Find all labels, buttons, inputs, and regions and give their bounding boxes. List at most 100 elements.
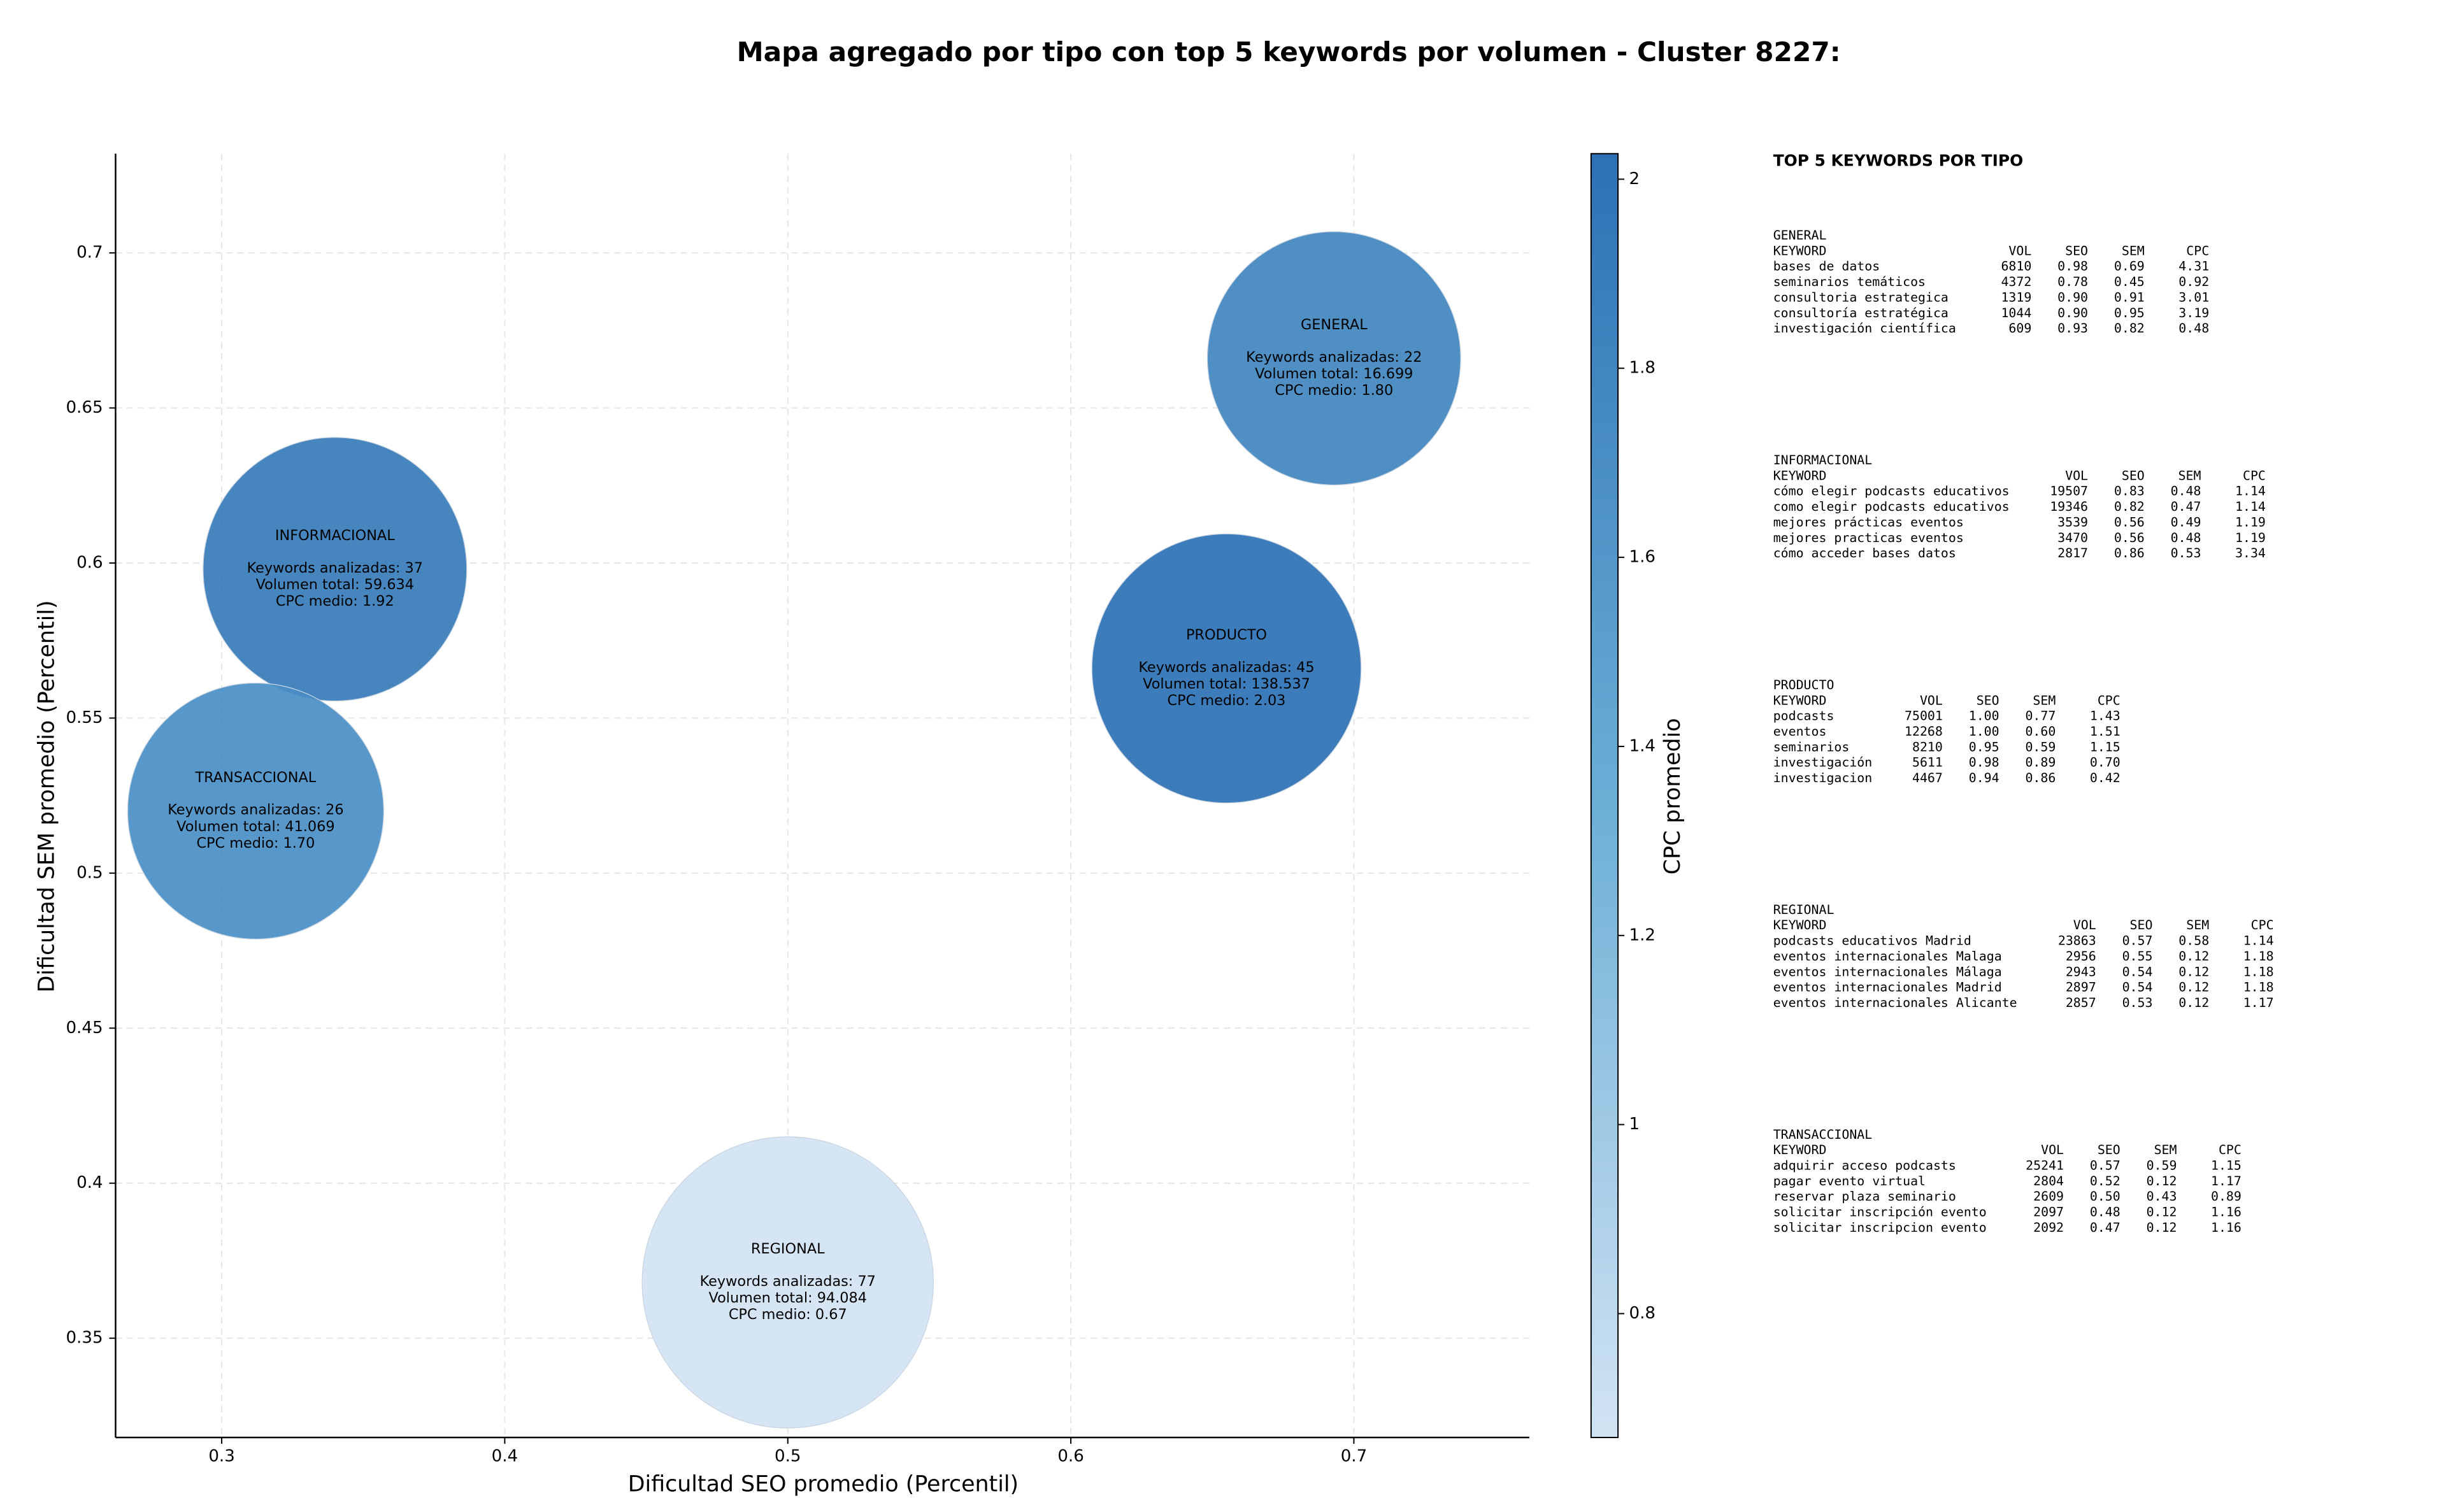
bubble-annotation: Volumen total: 138.537 <box>1143 676 1310 692</box>
value-cell: 0.50 <box>2090 1189 2121 1204</box>
keyword-cell: pagar evento virtual <box>1773 1174 1926 1188</box>
column-header: VOL <box>1920 693 1943 708</box>
y-tick-label: 0.4 <box>76 1173 103 1192</box>
value-cell: 0.58 <box>2178 934 2209 948</box>
colorbar-tick-label: 1 <box>1629 1115 1640 1134</box>
value-cell: 0.48 <box>2178 321 2209 336</box>
keyword-cell: seminarios temáticos <box>1773 275 1926 289</box>
chart-title: Mapa agregado por tipo con top 5 keyword… <box>737 36 1841 68</box>
keyword-cell: consultoría estratégica <box>1773 306 1949 320</box>
column-header: KEYWORD <box>1773 243 1827 258</box>
value-cell: 1.18 <box>2243 949 2274 964</box>
value-cell: 0.12 <box>2178 980 2209 995</box>
bubble-annotation: Volumen total: 41.069 <box>176 818 334 835</box>
keyword-cell: consultoria estrategica <box>1773 290 1949 304</box>
value-cell: 5611 <box>1912 755 1943 770</box>
colorbar-tick-label: 1.6 <box>1629 548 1656 567</box>
value-cell: 0.12 <box>2178 949 2209 964</box>
value-cell: 1.16 <box>2211 1205 2242 1220</box>
value-cell: 0.90 <box>2057 306 2088 320</box>
value-cell: 75001 <box>1905 709 1943 724</box>
bubble-annotation: Volumen total: 59.634 <box>256 576 414 593</box>
column-header: KEYWORD <box>1773 1143 1827 1157</box>
x-tick-label: 0.3 <box>208 1446 234 1466</box>
column-header: VOL <box>2073 918 2096 932</box>
value-cell: 0.48 <box>2090 1205 2121 1220</box>
column-header: VOL <box>2065 468 2088 483</box>
value-cell: 0.82 <box>2114 499 2145 514</box>
value-cell: 1044 <box>2001 306 2031 320</box>
bubble-label: REGIONAL <box>751 1241 825 1257</box>
group-name: INFORMACIONAL <box>1773 453 1873 467</box>
value-cell: 6810 <box>2001 259 2031 274</box>
column-header: CPC <box>2186 243 2209 258</box>
colorbar-tick-label: 1.2 <box>1629 925 1656 945</box>
value-cell: 609 <box>2008 321 2031 336</box>
value-cell: 0.82 <box>2114 321 2145 336</box>
keyword-cell: eventos internacionales Málaga <box>1773 964 2002 979</box>
value-cell: 2943 <box>2066 964 2096 979</box>
bubble-annotation: CPC medio: 1.92 <box>276 593 394 610</box>
y-tick-label: 0.7 <box>76 243 103 262</box>
bubble-label: PRODUCTO <box>1186 627 1267 643</box>
value-cell: 0.83 <box>2114 484 2145 499</box>
value-cell: 2897 <box>2066 980 2096 995</box>
column-header: KEYWORD <box>1773 693 1827 708</box>
value-cell: 0.59 <box>2147 1158 2177 1173</box>
value-cell: 0.42 <box>2090 771 2121 785</box>
value-cell: 3.19 <box>2178 306 2209 320</box>
colorbar-tick-label: 1.8 <box>1629 359 1656 378</box>
value-cell: 0.54 <box>2122 980 2153 995</box>
value-cell: 2857 <box>2066 995 2096 1010</box>
value-cell: 0.89 <box>2211 1189 2242 1204</box>
value-cell: 0.78 <box>2057 275 2088 289</box>
value-cell: 0.55 <box>2122 949 2153 964</box>
bubble-annotation: Keywords analizadas: 26 <box>168 802 343 818</box>
value-cell: 25241 <box>2026 1158 2064 1173</box>
value-cell: 0.60 <box>2025 724 2056 739</box>
column-header: CPC <box>2251 918 2274 932</box>
keyword-cell: como elegir podcasts educativos <box>1773 499 2010 514</box>
y-tick-label: 0.6 <box>76 553 103 572</box>
bubble-annotation: CPC medio: 1.80 <box>1275 382 1393 399</box>
keyword-cell: mejores prácticas eventos <box>1773 515 1964 529</box>
y-tick-label: 0.65 <box>66 398 103 417</box>
value-cell: 2956 <box>2066 949 2096 964</box>
value-cell: 19507 <box>2050 484 2088 499</box>
y-tick-label: 0.5 <box>76 863 103 882</box>
value-cell: 0.95 <box>2114 306 2145 320</box>
y-axis-label: Dificultad SEM promedio (Percentil) <box>34 600 60 992</box>
keyword-cell: podcasts educativos Madrid <box>1773 934 1971 948</box>
value-cell: 0.89 <box>2025 755 2056 770</box>
value-cell: 1.18 <box>2243 964 2274 979</box>
value-cell: 0.91 <box>2114 290 2145 304</box>
value-cell: 0.47 <box>2171 499 2201 514</box>
bubble-annotation: CPC medio: 1.70 <box>196 835 315 852</box>
value-cell: 0.52 <box>2090 1174 2121 1188</box>
value-cell: 0.57 <box>2090 1158 2121 1173</box>
value-cell: 0.56 <box>2114 515 2145 529</box>
keyword-cell: podcasts <box>1773 709 1834 724</box>
value-cell: 1.43 <box>2090 709 2121 724</box>
colorbar <box>1590 153 1619 1438</box>
colorbar-tick-label: 1.4 <box>1629 736 1656 755</box>
bubble <box>203 437 468 702</box>
x-axis-label: Dificultad SEO promedio (Percentil) <box>628 1472 1019 1497</box>
column-header: CPC <box>2243 468 2266 483</box>
value-cell: 12268 <box>1905 724 1943 739</box>
value-cell: 0.12 <box>2147 1220 2177 1235</box>
value-cell: 1.19 <box>2235 515 2266 529</box>
bubble-annotation: Volumen total: 16.699 <box>1255 366 1413 382</box>
value-cell: 3.34 <box>2235 546 2266 560</box>
group-name: TRANSACCIONAL <box>1773 1127 1873 1142</box>
value-cell: 2609 <box>2033 1189 2064 1204</box>
x-tick-label: 0.4 <box>492 1446 518 1466</box>
bubble-annotation: CPC medio: 0.67 <box>729 1306 847 1323</box>
value-cell: 1.00 <box>1969 709 1999 724</box>
value-cell: 3539 <box>2057 515 2088 529</box>
column-header: VOL <box>2041 1143 2064 1157</box>
column-header: SEO <box>2065 243 2088 258</box>
keyword-cell: eventos internacionales Madrid <box>1773 980 2002 995</box>
